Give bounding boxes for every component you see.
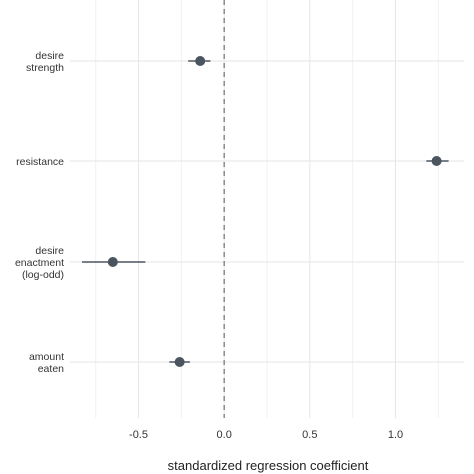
y-tick-label-2-2: (log-odd) — [22, 269, 64, 281]
estimate-point-0 — [195, 56, 206, 66]
y-tick-label-0-1: strength — [26, 62, 64, 74]
estimate-point-2 — [107, 257, 118, 267]
x-tick-label-1: 0.0 — [217, 429, 232, 441]
y-tick-label-1-0: resistance — [16, 156, 64, 168]
y-tick-labels: desirestrengthresistancedesireenactment(… — [15, 50, 64, 375]
estimates — [81, 56, 449, 367]
x-tick-label-2: 0.5 — [302, 429, 317, 441]
y-tick-label-2-1: enactment — [15, 257, 64, 269]
x-axis-label: standardized regression coefficient — [168, 458, 369, 473]
y-tick-label-3-1: eaten — [38, 363, 64, 375]
y-tick-label-2-0: desire — [35, 245, 64, 257]
x-tick-label-3: 1.0 — [388, 429, 403, 441]
x-tick-labels: -0.5 0.0 0.5 1.0 — [129, 429, 403, 441]
y-tick-label-3-0: amount — [29, 351, 64, 363]
estimate-point-1 — [431, 156, 442, 166]
x-tick-label-0: -0.5 — [129, 429, 148, 441]
estimate-point-3 — [174, 357, 185, 367]
grid-lines — [70, 0, 464, 418]
y-tick-label-0-0: desire — [35, 50, 64, 62]
